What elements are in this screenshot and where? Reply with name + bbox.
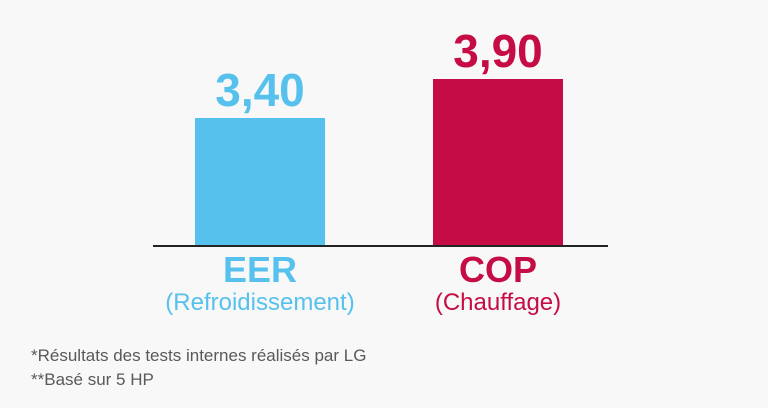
footnote-based-on: **Basé sur 5 HP: [31, 370, 154, 389]
category-sublabel-eer: (Refroidissement): [165, 289, 355, 316]
bar-eer: [195, 118, 325, 245]
category-name-cop: COP: [458, 249, 537, 290]
bar-value-cop: 3,90: [453, 25, 543, 77]
category-label-cop: COP (Chauffage): [368, 252, 628, 316]
bar-cop: [433, 79, 563, 245]
bar-group-cop: 3,90: [378, 0, 618, 245]
x-axis-line: [153, 245, 608, 247]
bar-group-eer: 3,40: [140, 0, 380, 245]
footnotes: *Résultats des tests internes réalisés p…: [31, 344, 366, 392]
category-name-eer: EER: [222, 249, 298, 290]
footnote-test-results: *Résultats des tests internes réalisés p…: [31, 346, 367, 365]
bar-value-eer: 3,40: [215, 64, 305, 116]
category-label-eer: EER (Refroidissement): [130, 252, 390, 316]
category-sublabel-cop: (Chauffage): [434, 289, 562, 316]
